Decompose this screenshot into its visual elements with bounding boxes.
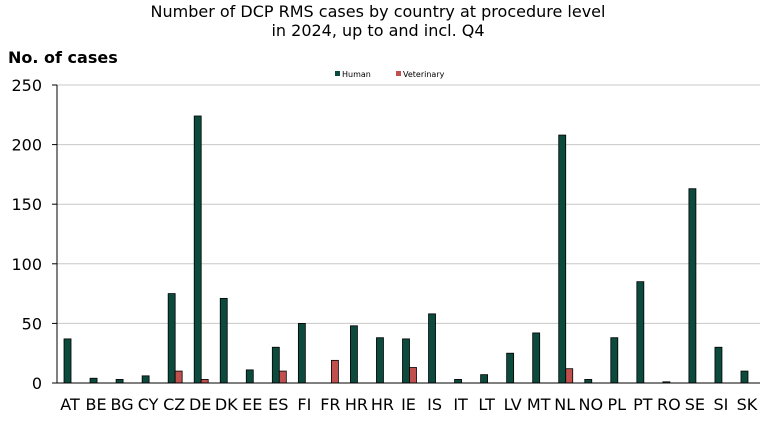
x-tick-labels: AT BE BG CY CZ DE DK EE ES FI FR HR HR IE IS IT LT LV MT NL… bbox=[60, 395, 758, 414]
bar-human-ie bbox=[402, 338, 410, 384]
x-tick-label: DE bbox=[189, 395, 211, 414]
x-tick-label: PL bbox=[608, 395, 627, 414]
bar-veterinary-es bbox=[278, 370, 287, 384]
bar-human-lt bbox=[480, 374, 489, 384]
x-tick-label: EE bbox=[242, 395, 262, 414]
x-tick-label: BG bbox=[111, 395, 134, 414]
y-tick-label: 150 bbox=[11, 195, 42, 214]
bar-human-de bbox=[193, 115, 202, 384]
bar-human-be bbox=[89, 377, 98, 384]
bar-human-it bbox=[454, 379, 462, 384]
legend: Human Veterinary bbox=[335, 70, 445, 79]
y-tick-label: 250 bbox=[11, 76, 42, 95]
x-tick-label: LV bbox=[504, 395, 522, 414]
x-tick-label: BE bbox=[86, 395, 107, 414]
bar-human-hr bbox=[376, 337, 384, 384]
bar-human-mt bbox=[532, 332, 541, 384]
x-tick-label: LT bbox=[478, 395, 495, 414]
chart-title-line-1: Number of DCP RMS cases by country at pr… bbox=[151, 2, 606, 21]
legend-label-human: Human bbox=[342, 70, 371, 79]
legend-swatch-veterinary bbox=[396, 71, 401, 76]
x-tick-label: SK bbox=[737, 395, 758, 414]
x-tick-label: NO bbox=[578, 395, 603, 414]
x-tick-label: ES bbox=[268, 395, 288, 414]
x-tick-label: DK bbox=[215, 395, 238, 414]
x-tick-label: CY bbox=[138, 395, 159, 414]
x-tick-label: HR bbox=[345, 395, 368, 414]
bar-human-cz bbox=[167, 293, 176, 384]
bar-human-no bbox=[584, 379, 593, 384]
axes bbox=[52, 84, 760, 384]
bar-human-nl bbox=[558, 134, 567, 384]
bar-human-si bbox=[714, 346, 723, 384]
bar-human-bg bbox=[115, 379, 124, 384]
bar-human-pt bbox=[636, 281, 645, 384]
bar-veterinary-de bbox=[200, 379, 209, 384]
bar-human-sk bbox=[740, 370, 749, 384]
x-tick-label: SI bbox=[714, 395, 729, 414]
chart-title-line-2: in 2024, up to and incl. Q4 bbox=[271, 21, 484, 40]
x-tick-label: RO bbox=[657, 395, 681, 414]
bar-veterinary-ie bbox=[409, 367, 417, 384]
bar-human-es bbox=[271, 346, 280, 384]
bar-human-fi bbox=[297, 322, 306, 384]
y-tick-label: 200 bbox=[11, 136, 42, 155]
bar-veterinary-cz bbox=[174, 370, 183, 384]
x-tick-label: NL bbox=[554, 395, 575, 414]
bar-human-cy bbox=[141, 375, 150, 384]
bar-human-ee bbox=[245, 369, 254, 384]
y-tick-label: 50 bbox=[22, 314, 42, 333]
x-tick-label: AT bbox=[60, 395, 80, 414]
bar-human-lv bbox=[506, 352, 515, 384]
x-tick-label: HR bbox=[371, 395, 394, 414]
x-tick-label: IE bbox=[401, 395, 416, 414]
y-axis-label: No. of cases bbox=[8, 48, 118, 67]
x-tick-label: FR bbox=[320, 395, 340, 414]
legend-swatch-human bbox=[335, 71, 340, 76]
bar-veterinary-fr bbox=[330, 359, 339, 384]
x-tick-label: IS bbox=[427, 395, 442, 414]
bar-veterinary-nl bbox=[565, 368, 574, 384]
y-tick-labels: 0 50 100 150 200 250 bbox=[11, 76, 42, 393]
bar-human-dk bbox=[219, 297, 228, 384]
bars bbox=[63, 115, 749, 384]
x-tick-label: PT bbox=[633, 395, 653, 414]
x-tick-label: IT bbox=[453, 395, 468, 414]
bar-human-is bbox=[428, 313, 436, 384]
x-tick-label: SE bbox=[685, 395, 705, 414]
x-tick-label: MT bbox=[527, 395, 551, 414]
x-tick-label: FI bbox=[297, 395, 311, 414]
y-tick-label: 0 bbox=[32, 374, 42, 393]
bar-human-se bbox=[688, 188, 697, 384]
bar-human-at bbox=[63, 338, 72, 384]
x-tick-label: CZ bbox=[163, 395, 185, 414]
bar-human-pl bbox=[610, 337, 619, 384]
y-tick-label: 100 bbox=[11, 255, 42, 274]
legend-label-veterinary: Veterinary bbox=[403, 70, 445, 79]
gridlines bbox=[57, 84, 760, 324]
bar-human-hr bbox=[350, 325, 358, 384]
